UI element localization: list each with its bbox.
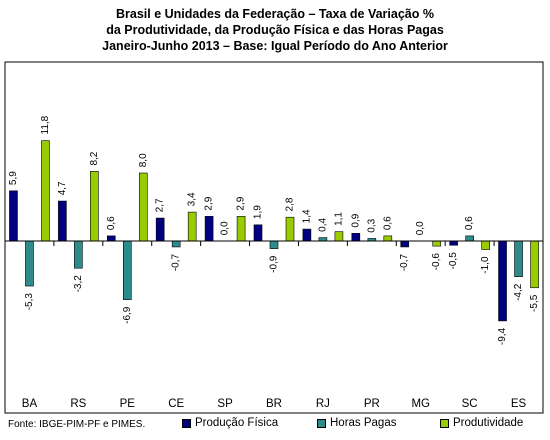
category-label-sp: SP — [217, 398, 233, 410]
bar-producao-fisica-sp — [204, 216, 214, 242]
value-label-horas-pagas-sp: 0,0 — [220, 221, 231, 235]
category-label-sc: SC — [462, 398, 478, 410]
bar-produtividade-sp — [236, 216, 246, 242]
chart-title: Brasil e Unidades da Federação – Taxa de… — [0, 6, 550, 54]
value-label-horas-pagas-br: -0,9 — [269, 255, 280, 273]
value-label-produtividade-pe: 8,0 — [138, 153, 149, 167]
value-label-producao-fisica-br: 1,9 — [253, 205, 264, 219]
value-label-producao-fisica-pr: 0,9 — [350, 213, 361, 227]
value-label-horas-pagas-rj: 0,4 — [317, 218, 328, 232]
value-label-produtividade-es: -5,5 — [529, 294, 540, 312]
category-label-es: ES — [511, 398, 527, 410]
bar-produtividade-br — [285, 216, 295, 242]
value-label-horas-pagas-ba: -5,3 — [24, 293, 35, 311]
value-label-horas-pagas-pe: -6,9 — [122, 306, 133, 324]
plot-frame — [4, 61, 544, 414]
value-label-producao-fisica-es: -9,4 — [497, 327, 508, 345]
bar-producao-fisica-pe — [106, 235, 116, 242]
value-label-produtividade-sp: 2,9 — [236, 196, 247, 210]
value-label-producao-fisica-rs: 4,7 — [57, 181, 68, 195]
value-label-produtividade-pr: 0,6 — [382, 216, 393, 230]
category-label-pr: PR — [364, 398, 380, 410]
value-label-producao-fisica-sc: -0,5 — [448, 252, 459, 270]
value-label-producao-fisica-ba: 5,9 — [8, 171, 19, 185]
category-label-mg: MG — [411, 398, 430, 410]
chart-title-line-1: Brasil e Unidades da Federação – Taxa de… — [116, 7, 434, 21]
bar-horas-pagas-ba — [25, 240, 34, 287]
value-label-producao-fisica-pe: 0,6 — [106, 216, 117, 230]
category-label-br: BR — [266, 398, 282, 410]
bar-horas-pagas-ce — [171, 240, 181, 248]
legend-swatch-produtividade — [440, 418, 449, 428]
bar-horas-pagas-sc — [465, 235, 474, 242]
bar-horas-pagas-pe — [122, 240, 132, 300]
legend-swatch-producao-fisica — [182, 418, 191, 428]
bar-producao-fisica-ce — [155, 217, 165, 242]
bar-producao-fisica-es — [498, 240, 507, 322]
legend-swatch-horas-pagas — [317, 418, 326, 428]
category-label-ce: CE — [168, 398, 184, 410]
value-label-horas-pagas-ce: -0,7 — [171, 253, 182, 271]
bar-produtividade-pe — [138, 172, 148, 242]
legend-label-horas-pagas: Horas Pagas — [330, 417, 397, 429]
bar-producao-fisica-rj — [302, 228, 312, 242]
value-label-produtividade-rj: 1,1 — [333, 212, 344, 226]
value-label-produtividade-sc: -1,0 — [480, 256, 491, 274]
labels-layer: BA 5,9 -5,3 11,8 RS 4,7 -3,2 8,2 PE 0,6 -6,9 8,0 CE 2… — [8, 115, 540, 410]
source-note: Fonte: IBGE-PIM-PF e PIMES. — [8, 419, 146, 430]
category-label-rj: RJ — [316, 398, 330, 410]
category-label-ba: BA — [22, 398, 38, 410]
value-label-producao-fisica-rj: 1,4 — [301, 209, 312, 223]
legend-label-producao-fisica: Produção Física — [195, 417, 279, 429]
ticks-layer — [53, 241, 495, 246]
bar-produtividade-rs — [90, 171, 99, 242]
bar-producao-fisica-rs — [58, 200, 67, 242]
value-label-horas-pagas-sc: 0,6 — [464, 216, 475, 230]
value-label-produtividade-ce: 3,4 — [187, 192, 198, 206]
category-label-rs: RS — [70, 398, 86, 410]
chart-title-line-2: da Produtividade, da Produção Física e d… — [106, 23, 444, 37]
bar-produtividade-ba — [41, 140, 50, 242]
chart-title-line-3: Janeiro-Junho 2013 – Base: Igual Período… — [102, 39, 448, 53]
bar-producao-fisica-mg — [400, 240, 410, 248]
value-label-horas-pagas-rs: -3,2 — [73, 275, 84, 293]
legend-item-horas-pagas: Horas Pagas — [317, 417, 396, 429]
bar-produtividade-es — [530, 240, 539, 289]
legend: Fonte: IBGE-PIM-PF e PIMES. Produção Fís… — [0, 416, 550, 434]
bar-horas-pagas-rj — [318, 237, 328, 242]
bar-produtividade-mg — [432, 240, 442, 247]
value-label-produtividade-mg: -0,6 — [431, 253, 442, 271]
bar-producao-fisica-br — [253, 224, 263, 242]
value-label-produtividade-rs: 8,2 — [89, 151, 100, 165]
category-label-pe: PE — [120, 398, 136, 410]
value-label-producao-fisica-mg: -0,7 — [399, 253, 410, 271]
value-label-horas-pagas-mg: 0,0 — [415, 221, 426, 235]
legend-label-produtividade: Produtividade — [453, 417, 524, 429]
legend-item-produtividade: Produtividade — [440, 417, 523, 429]
bar-produtividade-ce — [187, 211, 197, 242]
bar-producao-fisica-sc — [449, 240, 458, 246]
bar-produtividade-pr — [383, 235, 393, 242]
bar-produtividade-sc — [481, 240, 490, 250]
bar-horas-pagas-br — [269, 240, 279, 249]
bar-horas-pagas-es — [514, 240, 523, 278]
value-label-producao-fisica-ce: 2,7 — [155, 198, 166, 212]
value-label-produtividade-ba: 11,8 — [40, 115, 51, 134]
bar-horas-pagas-rs — [74, 240, 83, 269]
value-label-horas-pagas-pr: 0,3 — [366, 218, 377, 232]
bar-producao-fisica-ba — [9, 190, 18, 242]
value-label-producao-fisica-sp: 2,9 — [204, 196, 215, 210]
value-label-produtividade-br: 2,8 — [285, 197, 296, 211]
legend-item-producao-fisica: Produção Física — [182, 417, 278, 429]
bar-produtividade-rj — [334, 231, 344, 242]
value-label-horas-pagas-es: -4,2 — [513, 283, 524, 301]
bar-producao-fisica-pr — [351, 233, 361, 242]
